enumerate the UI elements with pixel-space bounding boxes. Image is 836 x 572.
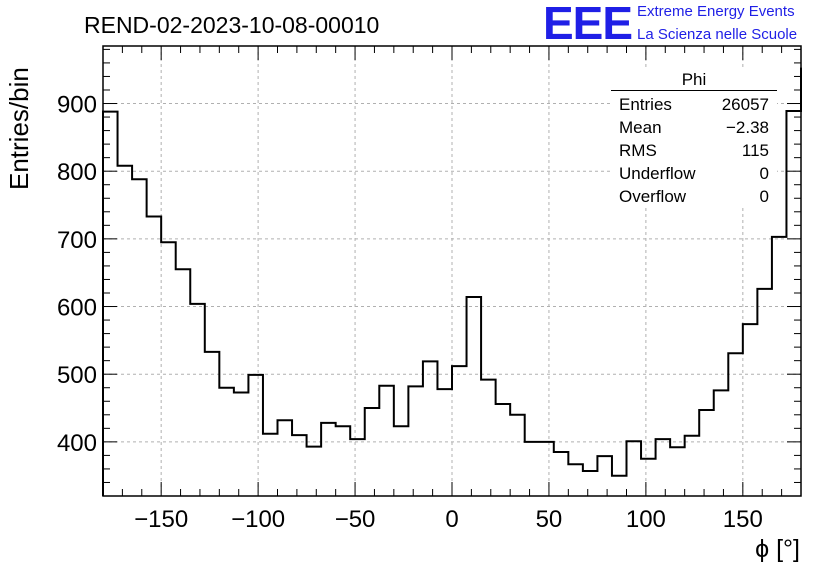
stats-label: Underflow bbox=[619, 164, 696, 183]
tick-labels: −150 −100 −50 0 50 100 150 400 500 600 700 800 900 bbox=[57, 92, 763, 533]
stats-row-rms: RMS 115 bbox=[611, 139, 777, 162]
eee-logo: EEE bbox=[543, 0, 633, 49]
stats-label: Overflow bbox=[619, 187, 687, 206]
y-tick-label: 900 bbox=[57, 92, 97, 119]
stats-box: Phi Entries 26057 Mean −2.38 RMS 115 Und… bbox=[611, 70, 777, 208]
y-tick-label: 400 bbox=[57, 430, 97, 457]
y-tick-label: 600 bbox=[57, 295, 97, 322]
run-title: REND-02-2023-10-08-00010 bbox=[84, 12, 380, 38]
stats-value: 0 bbox=[759, 164, 769, 183]
x-tick-label: −100 bbox=[231, 506, 285, 533]
stats-value: −2.38 bbox=[725, 118, 769, 137]
x-tick-label: 50 bbox=[536, 506, 563, 533]
stats-row-mean: Mean −2.38 bbox=[611, 116, 777, 139]
y-tick-label: 800 bbox=[57, 159, 97, 186]
y-tick-label: 700 bbox=[57, 227, 97, 254]
stats-title: Phi bbox=[611, 70, 777, 91]
stats-row-overflow: Overflow 0 bbox=[611, 185, 777, 208]
x-axis-label: ϕ [°] bbox=[755, 535, 800, 563]
x-tick-label: 100 bbox=[626, 506, 666, 533]
x-tick-label: 150 bbox=[723, 506, 763, 533]
x-tick-label: −150 bbox=[134, 506, 188, 533]
stats-value: 115 bbox=[741, 141, 769, 160]
histogram-series-line bbox=[102, 67, 802, 496]
axis-ticks bbox=[102, 46, 802, 497]
logo-subtitle-line1: Extreme Energy Events bbox=[637, 3, 795, 20]
x-tick-label: 0 bbox=[445, 506, 458, 533]
y-axis-label: Entries/bin bbox=[4, 67, 34, 190]
stats-row-entries: Entries 26057 bbox=[611, 93, 777, 116]
y-tick-label: 500 bbox=[57, 362, 97, 389]
x-tick-label: −50 bbox=[335, 506, 376, 533]
logo-subtitle-line2: La Scienza nelle Scuole bbox=[637, 26, 798, 43]
stats-label: RMS bbox=[619, 141, 657, 160]
stats-value: 0 bbox=[759, 187, 769, 206]
stats-row-underflow: Underflow 0 bbox=[611, 162, 777, 185]
stats-label: Mean bbox=[619, 118, 662, 137]
stats-value: 26057 bbox=[721, 95, 769, 114]
stats-label: Entries bbox=[619, 95, 672, 114]
